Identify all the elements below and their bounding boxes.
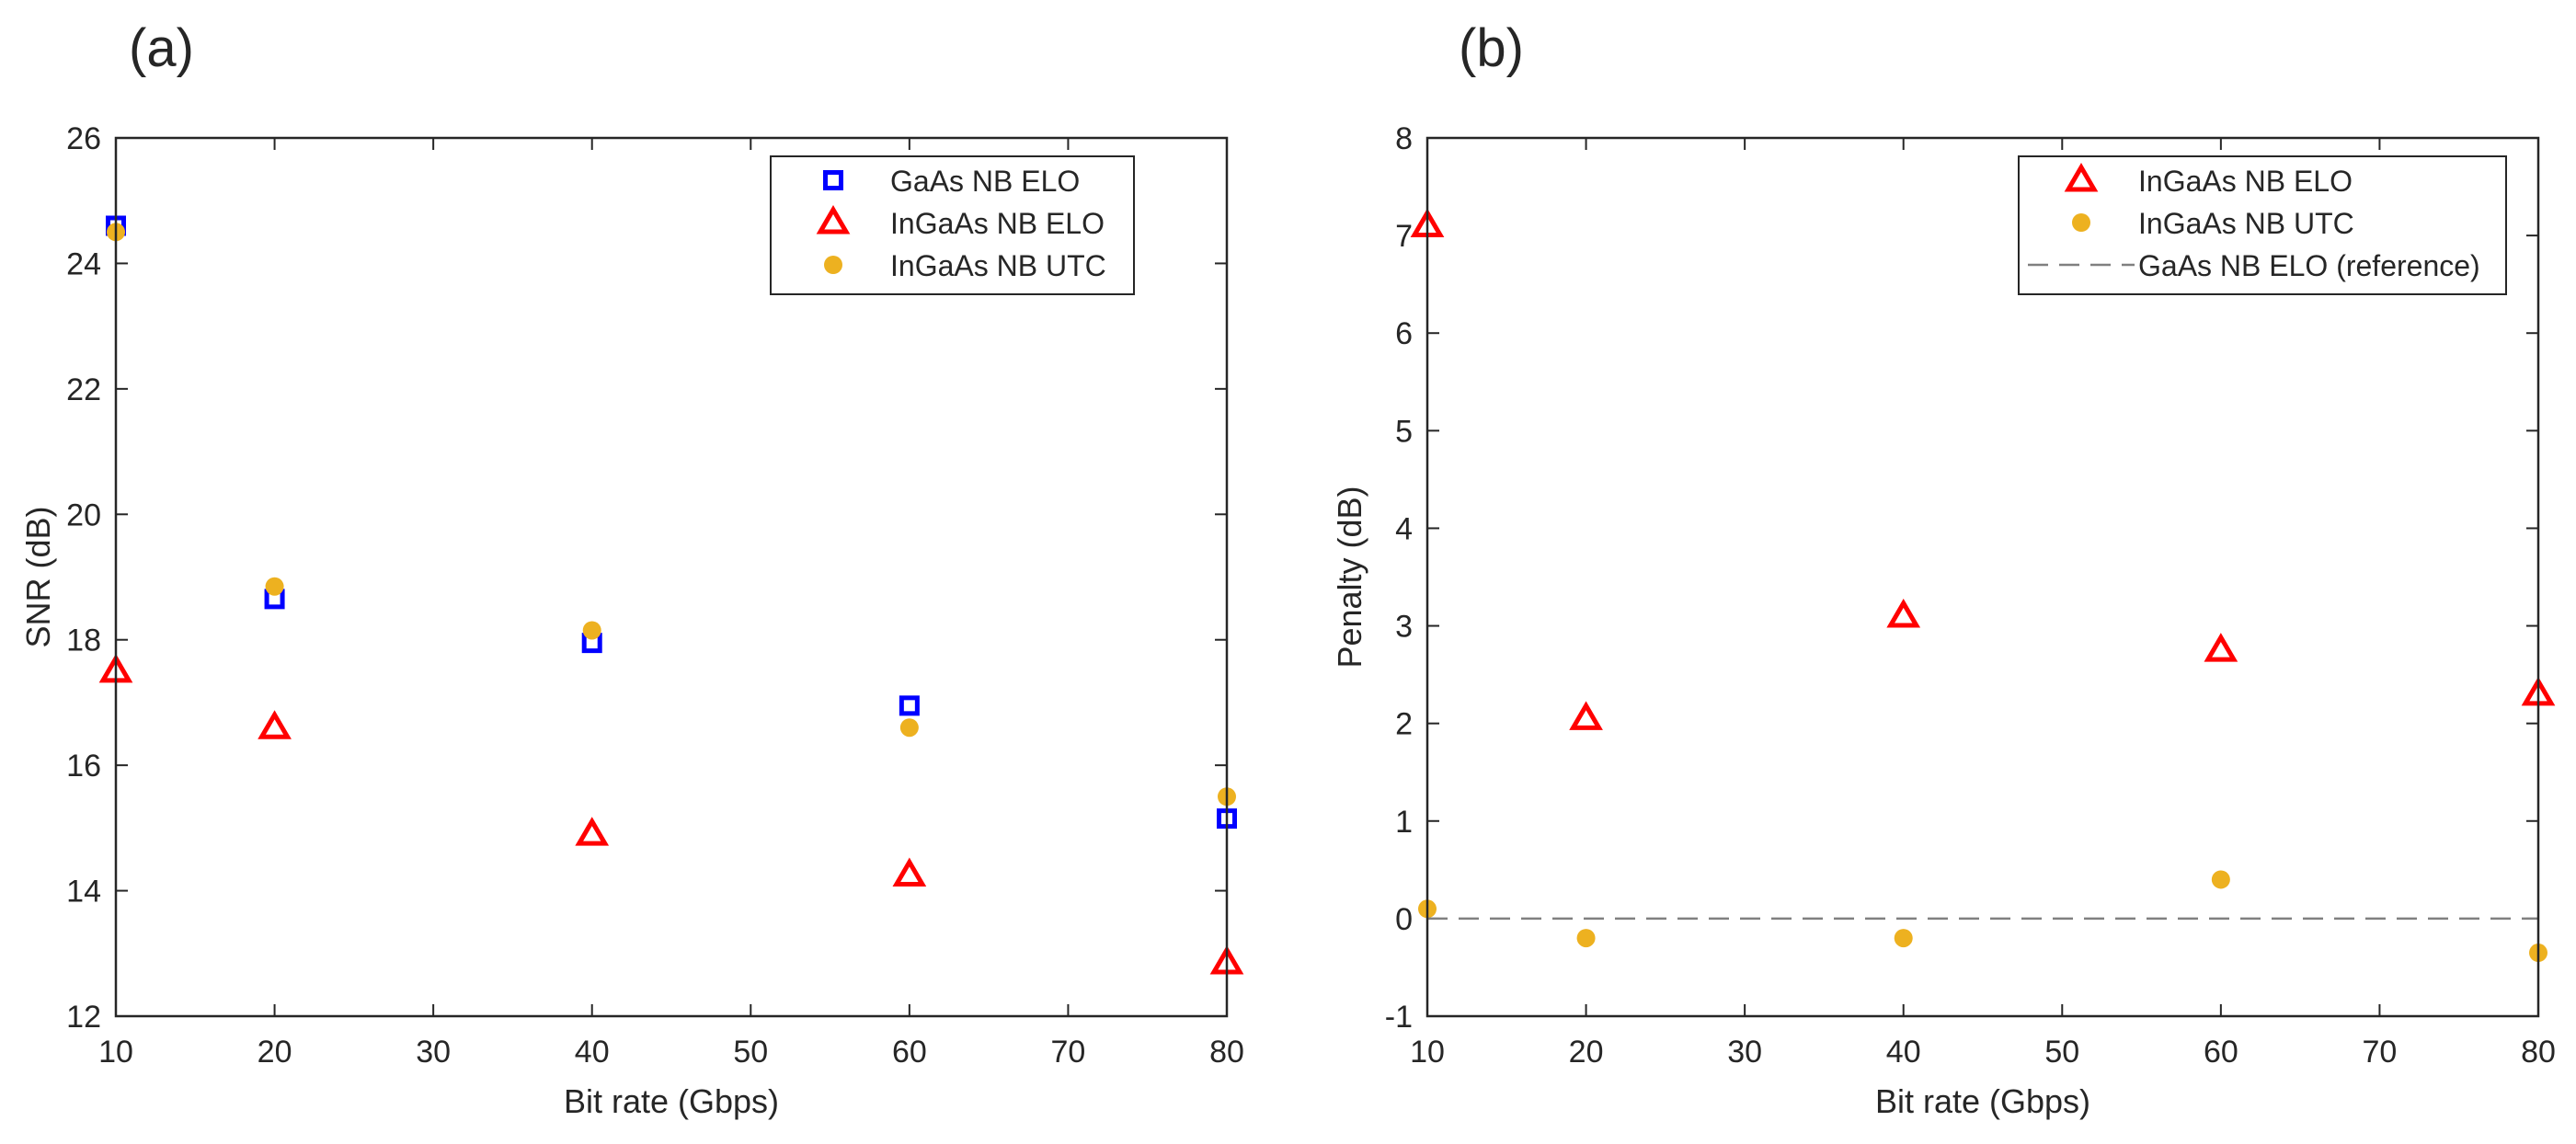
x-tick-label: 20 [1569,1035,1604,1070]
data-point [899,695,920,716]
legend-marker [2072,213,2090,232]
legend-marker [2064,163,2099,192]
x-tick-label: 80 [1209,1035,1244,1070]
x-tick-label: 70 [1051,1035,1086,1070]
y-tick-label: -1 [1385,1000,1413,1035]
legend-marker [816,205,851,235]
legend-marker [823,170,843,190]
y-tick-label: 22 [66,372,101,407]
y-tick-label: 2 [1395,707,1413,742]
data-point [2204,633,2238,662]
data-point [575,817,610,846]
x-tick-label: 70 [2363,1035,2398,1070]
x-axis-label: Bit rate (Gbps) [564,1082,779,1120]
y-axis-label: SNR (dB) [19,506,57,647]
data-point [892,857,927,887]
series-gaas-nb-elo [106,215,1237,829]
y-tick-label: 18 [66,623,101,658]
series-ingaas-nb-elo [98,653,1244,975]
legend-marker [824,256,842,274]
legend: InGaAs NB ELO InGaAs NB UTC GaAs NB ELO (r… [2018,155,2507,295]
x-tick-label: 20 [258,1035,292,1070]
x-tick-label: 40 [1886,1035,1921,1070]
legend-entry-label: InGaAs NB ELO [2138,165,2353,198]
x-tick-label: 60 [2204,1035,2238,1070]
legend-box [2018,155,2507,295]
data-point [1576,929,1596,948]
x-tick-label: 10 [1410,1035,1445,1070]
panel-label: (b) [1459,18,1524,78]
y-tick-label: 7 [1395,219,1413,254]
y-tick-label: 16 [66,749,101,784]
plot-area-frame [1425,136,2540,1018]
y-tick-label: 6 [1395,316,1413,351]
x-tick-label: 80 [2521,1035,2556,1070]
y-tick-label: 8 [1395,121,1413,156]
y-axis-label: Penalty (dB) [1331,486,1368,668]
y-tick-label: 0 [1395,902,1413,937]
data-point [265,577,284,596]
y-tick-label: 1 [1395,805,1413,840]
y-tick-label: 12 [66,1000,101,1035]
legend-entry-label: InGaAs NB UTC [890,249,1106,282]
x-tick-label: 50 [733,1035,768,1070]
panel-label: (a) [129,18,194,78]
data-point [1894,929,1913,948]
y-tick-label: 5 [1395,414,1413,449]
x-tick-label: 60 [892,1035,927,1070]
x-tick-label: 40 [575,1035,610,1070]
chart-panel-b: (b) 10 20 30 40 50 60 70 80 -1 0 1 2 3 4 5 6 7 8 Bit rate (… [1331,18,2556,1120]
chart-panel-a: (a) 10 20 30 40 50 60 70 80 12 14 16 18 20 22 24 26 Bit r… [19,18,1244,1120]
legend-entry-label: InGaAs NB ELO [890,207,1105,240]
y-tick-label: 20 [66,498,101,532]
series-ingaas-nb-utc [1418,870,2547,963]
legend-entry-label: InGaAs NB UTC [2138,207,2354,240]
x-tick-label: 50 [2044,1035,2079,1070]
legend: GaAs NB ELO InGaAs NB ELO InGaAs NB UTC [770,155,1135,295]
y-tick-label: 14 [66,875,101,909]
y-tick-label: 4 [1395,511,1413,546]
x-tick-label: 30 [1727,1035,1762,1070]
x-axis-label: Bit rate (Gbps) [1875,1082,2090,1120]
x-tick-label: 30 [416,1035,451,1070]
y-tick-label: 26 [66,121,101,156]
y-tick-label: 24 [66,246,101,281]
data-point [1569,701,1603,730]
data-point [2211,870,2230,889]
data-point [1886,598,1921,628]
data-point [582,621,601,640]
legend-entry-label: GaAs NB ELO [890,165,1080,198]
y-tick-label: 3 [1395,610,1413,645]
x-tick-label: 10 [98,1035,133,1070]
data-point [899,718,919,738]
plot-area-frame [114,136,1229,1018]
data-point [258,710,292,739]
legend-entry-label: GaAs NB ELO (reference) [2138,249,2480,282]
